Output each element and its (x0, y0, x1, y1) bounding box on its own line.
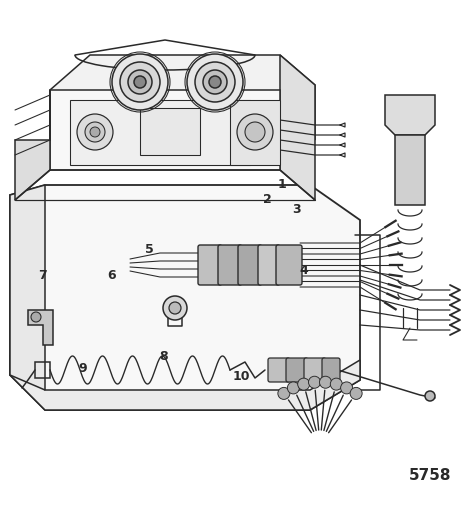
Circle shape (169, 302, 181, 314)
Polygon shape (70, 100, 250, 165)
Text: 10: 10 (233, 370, 250, 383)
Text: 1: 1 (278, 178, 286, 191)
Circle shape (77, 114, 113, 150)
Circle shape (203, 70, 227, 94)
Polygon shape (15, 90, 50, 200)
Circle shape (209, 76, 221, 88)
Text: 5: 5 (145, 243, 154, 257)
Polygon shape (50, 55, 315, 140)
FancyBboxPatch shape (198, 245, 222, 285)
Circle shape (245, 122, 265, 142)
Circle shape (85, 122, 105, 142)
Circle shape (425, 391, 435, 401)
Circle shape (350, 387, 362, 399)
FancyBboxPatch shape (286, 358, 308, 382)
Circle shape (120, 62, 160, 102)
Text: 5758: 5758 (409, 468, 451, 482)
Circle shape (112, 54, 168, 110)
Text: 7: 7 (38, 269, 47, 282)
Circle shape (195, 62, 235, 102)
Circle shape (128, 70, 152, 94)
Polygon shape (28, 310, 53, 345)
Circle shape (319, 376, 331, 388)
Polygon shape (10, 185, 45, 390)
Circle shape (163, 296, 187, 320)
Circle shape (278, 387, 290, 399)
Polygon shape (140, 108, 200, 155)
Text: 9: 9 (79, 362, 87, 375)
Circle shape (298, 378, 310, 390)
Circle shape (187, 54, 243, 110)
Circle shape (237, 114, 273, 150)
Polygon shape (10, 355, 360, 410)
FancyBboxPatch shape (268, 358, 290, 382)
Text: 4: 4 (299, 264, 308, 277)
Circle shape (330, 378, 342, 390)
Text: 8: 8 (159, 349, 168, 363)
Polygon shape (10, 185, 360, 410)
Text: 2: 2 (264, 193, 272, 206)
Circle shape (134, 76, 146, 88)
Polygon shape (230, 100, 280, 165)
FancyBboxPatch shape (258, 245, 280, 285)
FancyBboxPatch shape (218, 245, 242, 285)
Circle shape (31, 312, 41, 322)
Polygon shape (385, 95, 435, 135)
Circle shape (341, 382, 353, 394)
FancyBboxPatch shape (322, 358, 340, 382)
FancyBboxPatch shape (238, 245, 262, 285)
Polygon shape (50, 90, 280, 170)
FancyBboxPatch shape (304, 358, 326, 382)
Text: 6: 6 (107, 269, 116, 282)
Circle shape (90, 127, 100, 137)
Circle shape (309, 376, 320, 388)
Text: 3: 3 (292, 203, 301, 216)
Polygon shape (395, 135, 425, 205)
Polygon shape (280, 55, 315, 200)
FancyBboxPatch shape (276, 245, 302, 285)
Circle shape (287, 382, 300, 394)
